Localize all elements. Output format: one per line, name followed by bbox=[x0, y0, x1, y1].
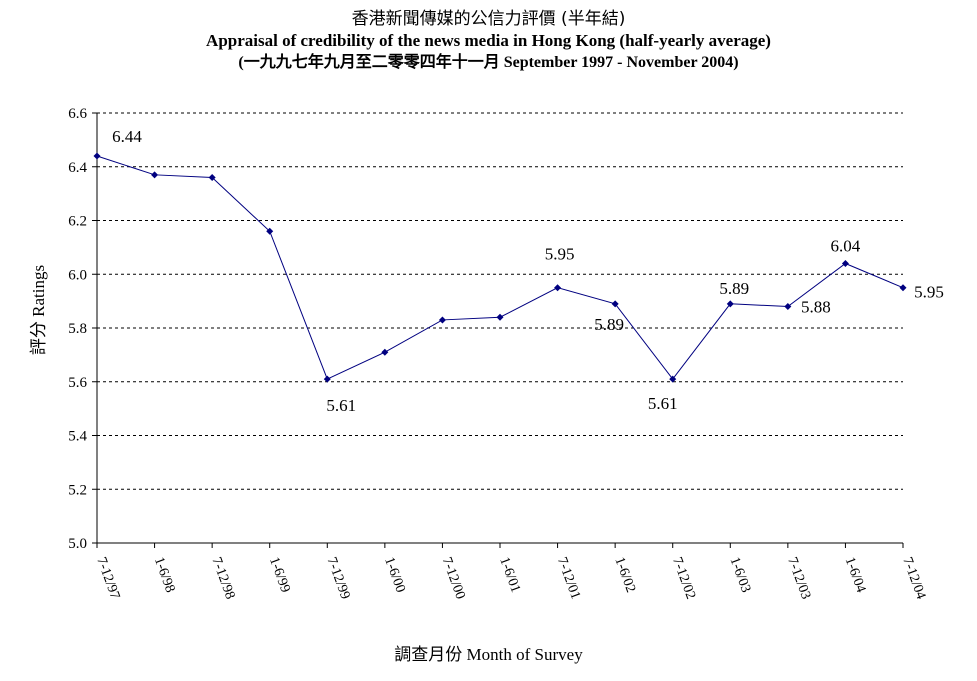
x-tick-label: 7-12/03 bbox=[784, 555, 813, 601]
chart-subtitle: Appraisal of credibility of the news med… bbox=[206, 31, 771, 50]
y-tick-label: 6.0 bbox=[68, 267, 87, 283]
data-point bbox=[208, 174, 216, 181]
data-label: 6.04 bbox=[831, 237, 861, 256]
data-label: 5.88 bbox=[801, 298, 831, 317]
x-tick-label: 7-12/00 bbox=[439, 555, 468, 601]
x-tick-label: 7-12/99 bbox=[324, 555, 353, 601]
y-tick-label: 6.2 bbox=[68, 214, 87, 230]
x-tick-label: 7-12/01 bbox=[554, 555, 583, 601]
x-tick-label: 7-12/98 bbox=[208, 555, 237, 601]
data-point bbox=[381, 348, 389, 356]
x-tick-label: 1-6/04 bbox=[842, 555, 869, 594]
data-point bbox=[554, 284, 562, 292]
data-point bbox=[611, 300, 619, 308]
data-label: 5.61 bbox=[326, 396, 356, 415]
x-tick-label: 1-6/01 bbox=[496, 555, 523, 594]
data-label: 5.89 bbox=[594, 315, 624, 334]
data-label: 5.89 bbox=[719, 279, 749, 298]
chart-subtitle-period: (一九九七年九月至二零零四年十一月 September 1997 - Novem… bbox=[238, 54, 739, 71]
data-point bbox=[784, 303, 792, 310]
data-label: 5.95 bbox=[914, 283, 944, 302]
y-axis-label: 評分 Ratings bbox=[29, 265, 48, 355]
data-point bbox=[496, 313, 504, 321]
data-point bbox=[323, 375, 331, 383]
x-tick-label: 7-12/02 bbox=[669, 555, 698, 601]
x-tick-label: 1-6/00 bbox=[381, 555, 408, 594]
x-axis-label: 調查月份 Month of Survey bbox=[394, 645, 583, 664]
data-point bbox=[438, 316, 446, 324]
series-line bbox=[96, 155, 904, 380]
y-tick-label: 5.8 bbox=[68, 321, 87, 337]
y-tick-label: 5.2 bbox=[68, 482, 87, 498]
data-label: 6.44 bbox=[112, 127, 142, 146]
y-axis-label-box: 評分 Ratings bbox=[29, 265, 48, 355]
x-tick-label: 1-6/03 bbox=[727, 555, 754, 594]
data-point bbox=[899, 284, 907, 292]
y-tick-label: 6.4 bbox=[68, 160, 87, 176]
x-tick-label: 7-12/97 bbox=[93, 555, 122, 601]
x-tick-label: 1-6/98 bbox=[151, 555, 178, 594]
data-point bbox=[151, 171, 159, 179]
chart-titles: 香港新聞傳媒的公信力評價 (半年結) Appraisal of credibil… bbox=[0, 8, 977, 74]
y-tick-label: 6.6 bbox=[68, 106, 87, 122]
x-tick-label: 1-6/99 bbox=[266, 555, 293, 594]
data-point bbox=[266, 227, 274, 235]
y-tick-label: 5.0 bbox=[68, 536, 87, 552]
chart-title: 香港新聞傳媒的公信力評價 (半年結) bbox=[351, 9, 626, 29]
data-point bbox=[669, 375, 677, 383]
data-label: 5.95 bbox=[545, 245, 575, 264]
y-tick-label: 5.6 bbox=[68, 375, 87, 391]
x-tick-label: 7-12/04 bbox=[899, 555, 928, 601]
data-label: 5.61 bbox=[648, 394, 678, 413]
y-tick-label: 5.4 bbox=[68, 429, 87, 445]
x-tick-label: 1-6/02 bbox=[611, 555, 638, 594]
data-point bbox=[726, 300, 734, 308]
data-point bbox=[93, 152, 101, 160]
data-point bbox=[841, 260, 849, 267]
